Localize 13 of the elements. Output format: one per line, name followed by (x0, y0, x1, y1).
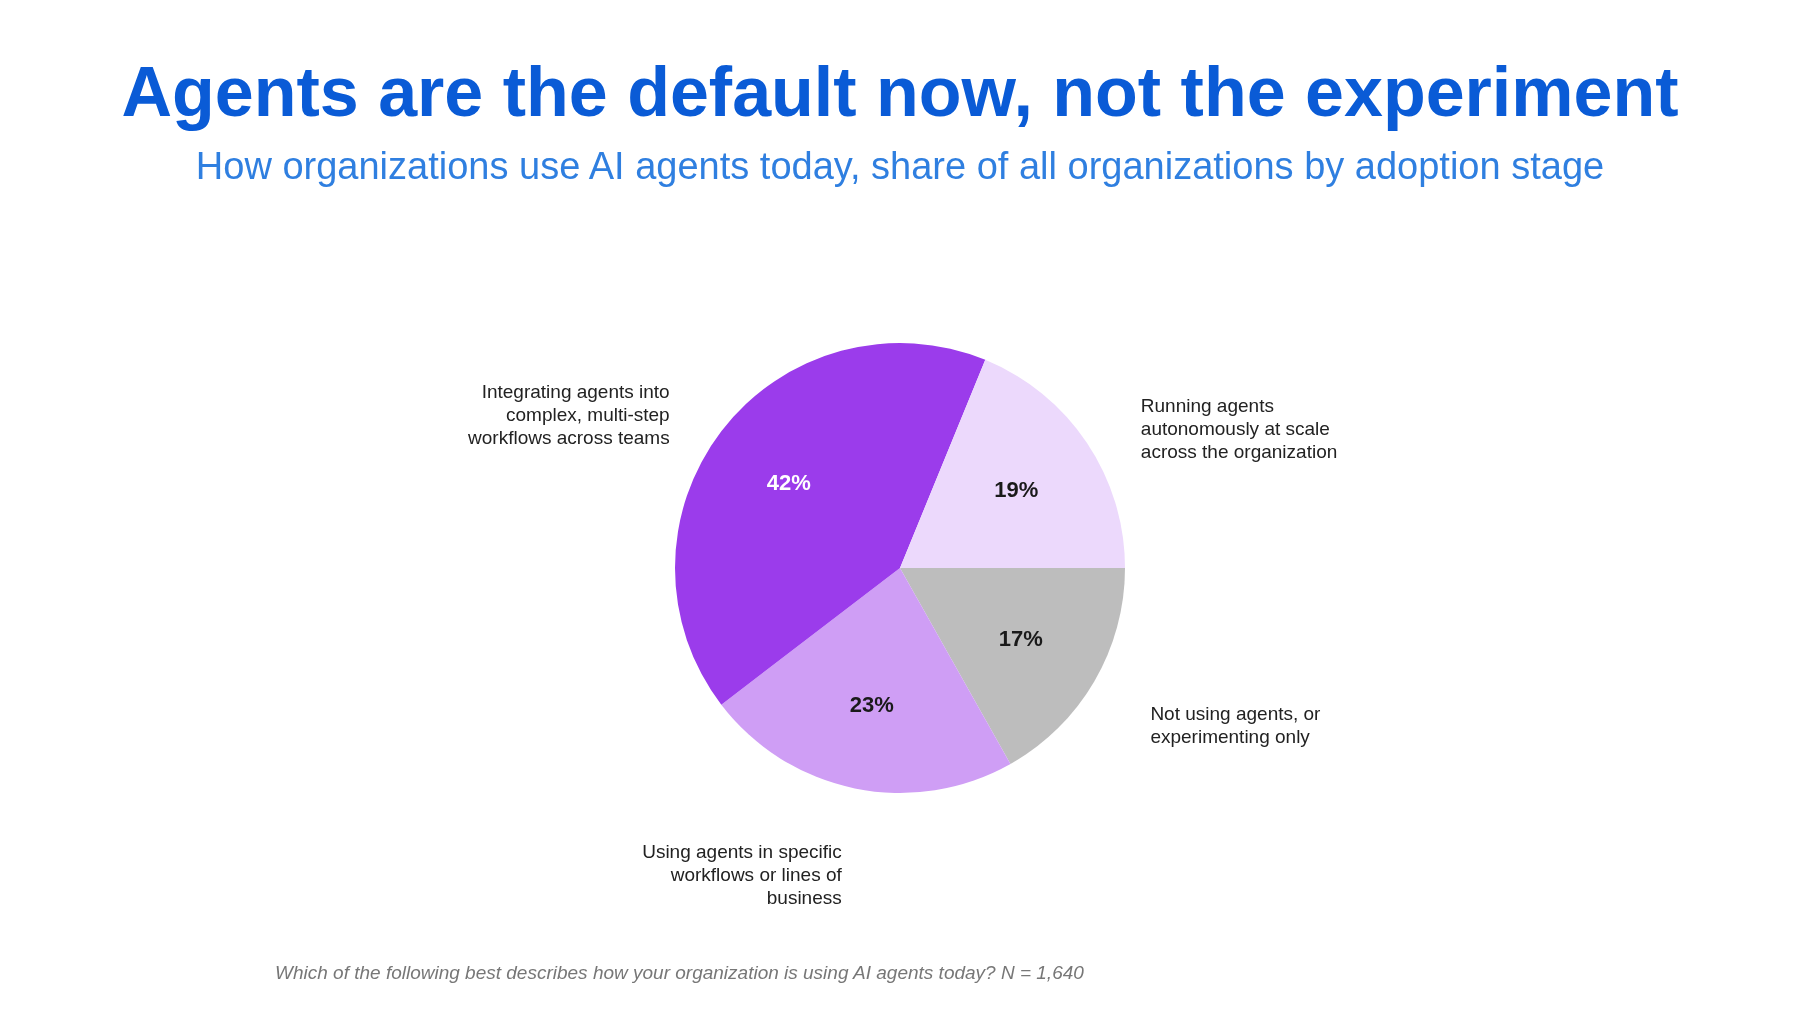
text: Which of the following best describes how your organization is using AI agents today? N = 1,640 (275, 962, 1085, 983)
pie-slice (900, 568, 1125, 765)
data-label: 17% (998, 625, 1043, 651)
pie-slice (900, 359, 1125, 568)
data-label: 23% (849, 692, 894, 718)
data-label: 19% (994, 476, 1039, 502)
chart-subtitle: How organizations use AI agents today, share of all organizations by adoption stage (195, 145, 1605, 187)
slice-label: Running agents autonomously at scale across the organization (1140, 395, 1338, 463)
slice-label: Not using agents, or experimenting only (1150, 703, 1322, 748)
data-label: 42% (766, 469, 811, 495)
chart-title: Agents are the default now, not the experiment (121, 53, 1679, 131)
slice-label: Integrating agents into complex, multi-step workflows across teams (467, 380, 670, 448)
slice-label: Using agents in specific workflows or lines of business (642, 841, 843, 909)
